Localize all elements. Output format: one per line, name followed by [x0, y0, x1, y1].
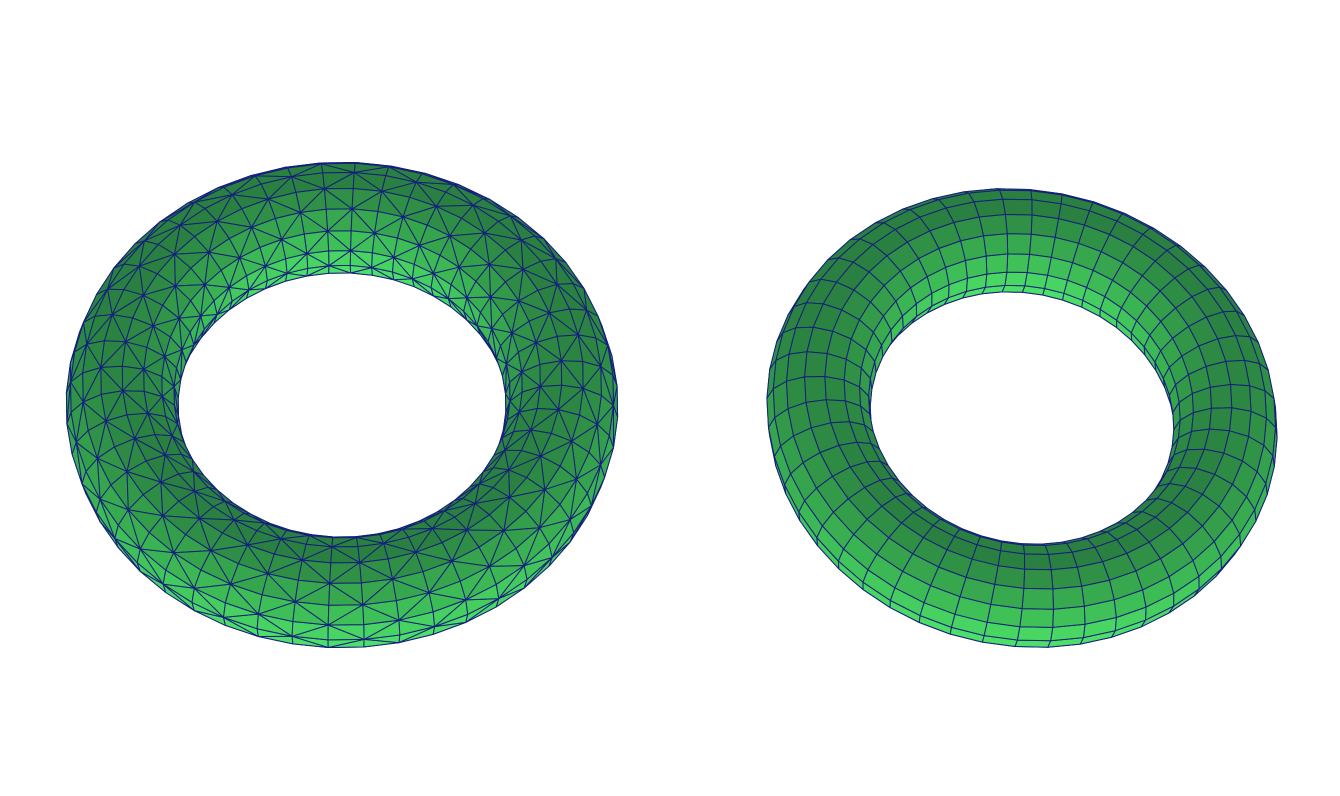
mesh-face	[985, 253, 1009, 275]
mesh-face	[1019, 608, 1054, 628]
mesh-face	[1021, 587, 1054, 610]
mesh-face	[257, 635, 294, 645]
mesh-face	[1026, 253, 1052, 276]
mesh-face	[1001, 284, 1026, 293]
mesh-face	[804, 376, 827, 403]
mesh-face	[1002, 198, 1033, 216]
mesh-face	[1048, 551, 1078, 571]
mesh-face	[978, 214, 1008, 237]
mesh-face	[1014, 639, 1052, 648]
mesh-face	[824, 376, 846, 402]
mesh-face	[1029, 233, 1056, 258]
mesh-face	[804, 351, 828, 378]
mesh-face	[1016, 626, 1054, 642]
quad-mesh-torus	[766, 188, 1278, 648]
mesh-face	[1030, 214, 1059, 238]
mesh-face	[999, 189, 1033, 201]
mesh-face	[1209, 407, 1233, 432]
mesh-face	[1205, 360, 1231, 388]
mesh-face	[1006, 233, 1032, 255]
mesh-face	[1209, 384, 1233, 409]
mesh-face	[254, 167, 292, 178]
mesh-face	[984, 271, 1008, 288]
mesh-face	[1024, 553, 1052, 571]
mesh-face	[1052, 585, 1085, 610]
mesh-face	[983, 233, 1009, 257]
mesh-face	[329, 582, 364, 606]
mesh-face	[1023, 568, 1054, 590]
mesh-face	[1022, 544, 1049, 555]
mesh-face	[990, 584, 1025, 610]
mesh-face	[1004, 214, 1033, 235]
mesh-face	[1004, 271, 1028, 287]
mesh-face	[1052, 605, 1086, 628]
mesh-face	[1050, 566, 1083, 590]
mesh-face	[1230, 384, 1252, 412]
mesh-face	[1006, 253, 1030, 273]
triangle-mesh-torus	[65, 162, 619, 648]
mesh-face	[959, 576, 996, 605]
